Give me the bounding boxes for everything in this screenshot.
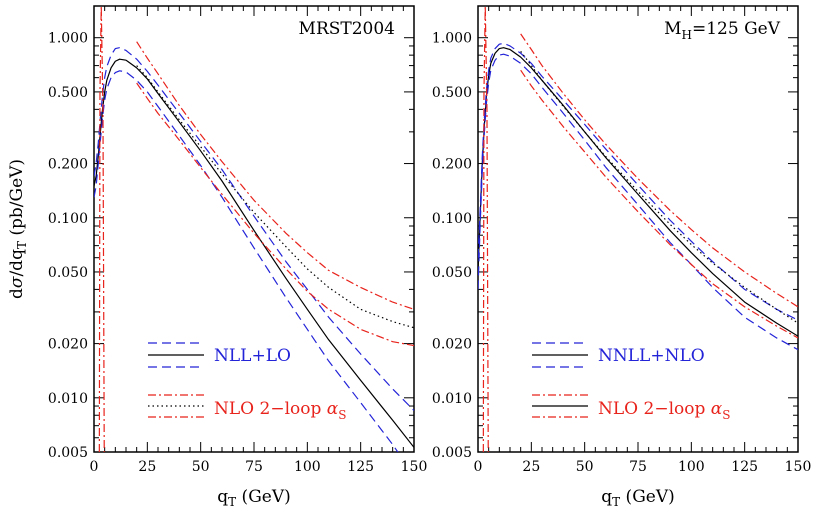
legend-resummed-label: NLL+LO xyxy=(214,346,291,366)
x-tick-label: 0 xyxy=(90,459,99,475)
series-line-nll-lo-central xyxy=(94,58,414,448)
x-tick-label: 75 xyxy=(245,459,263,475)
y-tick-label: 0.010 xyxy=(48,391,88,407)
y-axis-label: dσ/dqT (pb/GeV) xyxy=(7,159,29,299)
left-ticks: 0 25 50 75 100 125 150 0.005 0.010 0.020 0.050 0.10… xyxy=(48,6,427,475)
y-tick-label: 0.200 xyxy=(432,157,472,173)
right-plot-frame xyxy=(477,5,799,453)
right-ticks: 0 25 50 75 100 125 150 0.005 0.010 0.020 0.050 0.10… xyxy=(432,6,811,475)
series-line-nlo-lower xyxy=(520,69,798,339)
x-tick-label: 100 xyxy=(294,459,321,475)
y-tick-label: 0.020 xyxy=(48,337,88,353)
x-axis-label-right: qT (GeV) xyxy=(601,487,675,509)
x-tick-label: 150 xyxy=(401,459,428,475)
y-tick-label: 0.050 xyxy=(48,265,88,281)
y-tick-label: 0.020 xyxy=(432,337,472,353)
x-tick-label: 150 xyxy=(785,459,812,475)
y-tick-label: 0.005 xyxy=(48,445,88,461)
x-tick-label: 50 xyxy=(576,459,594,475)
x-tick-label: 75 xyxy=(629,459,647,475)
x-tick-label: 0 xyxy=(474,459,483,475)
x-tick-label: 100 xyxy=(678,459,705,475)
y-tick-label: 0.200 xyxy=(48,157,88,173)
y-tick-label: 0.050 xyxy=(432,265,472,281)
left-annotation: MRST2004 xyxy=(299,19,395,39)
series-line-nnll-nlo-upper xyxy=(478,42,798,321)
series-line-nll-lo-lower xyxy=(94,70,399,452)
legend-fixed-label: NLO 2−loop αS xyxy=(598,399,730,422)
series-line-nlo-upper xyxy=(520,33,798,308)
y-tick-label: 1.000 xyxy=(48,31,88,47)
right-panel: 0 25 50 75 100 125 150 0.005 0.010 0.020 0.050 0.10… xyxy=(432,5,811,475)
y-tick-label: 0.500 xyxy=(432,85,472,101)
x-tick-label: 125 xyxy=(347,459,374,475)
series-line-nlo-upper xyxy=(136,41,414,310)
x-axis-label-left: qT (GeV) xyxy=(217,487,291,509)
left-legend: NLL+LO NLO 2−loop αS xyxy=(148,342,346,422)
left-panel: 0 25 50 75 100 125 150 0.005 0.010 0.020 0.050 0.10… xyxy=(48,5,427,475)
series-line-nnll-nlo-lower xyxy=(478,53,798,351)
series-line-nlo-low-qt-divergence xyxy=(482,6,489,452)
x-tick-label: 50 xyxy=(192,459,210,475)
series-line-nlo-lower xyxy=(136,82,414,347)
y-tick-label: 0.500 xyxy=(48,85,88,101)
x-tick-label: 25 xyxy=(138,459,156,475)
legend-resummed-label: NNLL+NLO xyxy=(598,346,705,366)
y-tick-label: 0.100 xyxy=(48,211,88,227)
x-tick-label: 125 xyxy=(731,459,758,475)
y-tick-label: 0.100 xyxy=(432,211,472,227)
x-tick-label: 25 xyxy=(522,459,540,475)
y-tick-label: 0.005 xyxy=(432,445,472,461)
right-series xyxy=(478,6,798,452)
series-line-nlo-low-qt-divergence xyxy=(98,6,105,452)
legend-fixed-label: NLO 2−loop αS xyxy=(214,399,346,422)
right-legend: NNLL+NLO NLO 2−loop αS xyxy=(532,342,730,422)
y-tick-label: 1.000 xyxy=(432,31,472,47)
left-series xyxy=(94,6,414,452)
series-line-nnll-nlo-central xyxy=(478,47,798,337)
right-annotation: MH=125 GeV xyxy=(664,19,781,42)
y-tick-label: 0.010 xyxy=(432,391,472,407)
